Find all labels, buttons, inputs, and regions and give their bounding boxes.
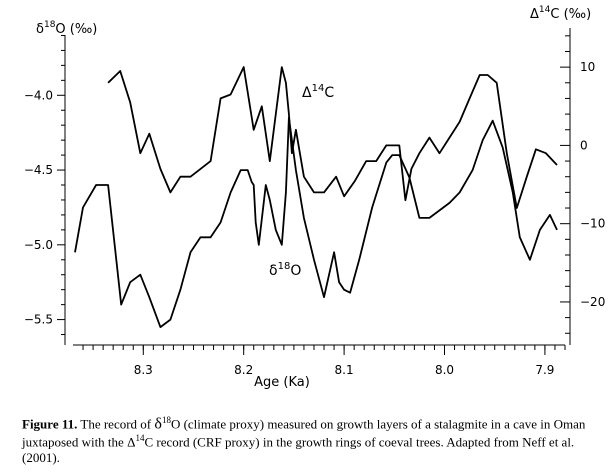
series-line-d14c: [107, 66, 558, 209]
x-minor-ticks: [82, 345, 566, 350]
axes: [64, 28, 571, 346]
caption-delta-lower: δ: [154, 415, 162, 433]
x-tick-label: 7.9: [535, 363, 554, 377]
left-axis-title: δ18O (‰): [36, 20, 97, 37]
right-axis-title-rest: C (‰): [550, 7, 591, 22]
figure-label: Figure 11.: [22, 416, 78, 432]
left-ticks: −4.0 −4.5 −5.0 −5.5: [24, 34, 65, 336]
y-left-tick-label: −4.0: [24, 88, 53, 102]
y-left-tick-label: −4.5: [24, 163, 53, 177]
x-tick-label: 8.2: [234, 363, 253, 377]
left-axis-title-sup: 18: [44, 20, 56, 30]
caption-text-3: C record (CRF proxy) in the growth rings…: [22, 434, 575, 465]
x-tick-label: 8.1: [335, 363, 354, 377]
right-ticks: 10 0 −10 −20: [560, 35, 605, 334]
x-tick-label: 8.3: [134, 363, 153, 377]
x-axis-title: Age (Ka): [254, 375, 310, 390]
series-label-d18o-rest: O: [290, 263, 301, 279]
series-label-d14c: Δ14C: [302, 83, 334, 101]
y-right-tick-label: 10: [580, 60, 595, 74]
caption-sup-18: 18: [161, 415, 171, 425]
series-layer: [74, 66, 558, 329]
y-left-tick-label: −5.0: [24, 238, 53, 252]
series-line-d18o: [74, 116, 558, 329]
series-label-d18o-sup: 18: [278, 261, 291, 272]
series-label-d14c-sup: 14: [312, 83, 325, 94]
y-left-tick-label: −5.5: [24, 313, 53, 327]
x-major-ticks: 8.3 8.2 8.1 8.0 7.9: [134, 345, 554, 377]
chart: 8.3 8.2 8.1 8.0 7.9 −4.0 −4.5 −5.0 −5.5 10 0 −10 −…: [24, 5, 605, 390]
series-label-d14c-rest: C: [324, 85, 334, 101]
caption-text-2: O (climate proxy) measured on growth lay…: [22, 416, 586, 450]
right-axis-title-sup: 14: [539, 5, 551, 15]
y-right-tick-label: 0: [580, 138, 588, 152]
y-right-tick-label: −20: [580, 295, 605, 309]
left-axis-title-rest: O (‰): [55, 22, 97, 37]
x-tick-label: 8.0: [435, 363, 454, 377]
right-axis-title: Δ14C (‰): [530, 5, 591, 22]
y-right-tick-label: −10: [580, 217, 605, 231]
figure-caption: Figure 11. The record of δ18O (climate p…: [22, 413, 597, 465]
caption-sup-14: 14: [135, 433, 145, 444]
caption-delta-upper: Δ: [127, 434, 136, 450]
series-label-d18o: δ18O: [269, 261, 301, 279]
caption-text-1: The record of: [77, 416, 155, 432]
